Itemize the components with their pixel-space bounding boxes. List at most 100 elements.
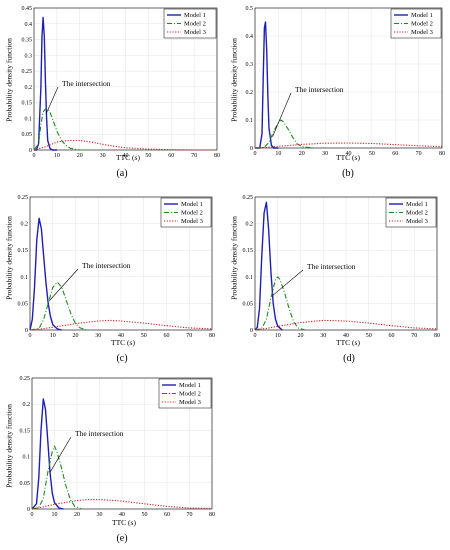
y-tick-label: 0.1 — [21, 275, 29, 281]
y-tick-label: 0.3 — [246, 62, 254, 68]
series-line-model-1 — [31, 398, 64, 510]
series-line-model-2 — [29, 281, 88, 331]
y-tick-label: 0.25 — [22, 69, 33, 75]
y-tick-label: 0.15 — [243, 248, 254, 254]
y-tick-label: 0.05 — [22, 132, 33, 138]
x-tick-label: 30 — [97, 512, 103, 518]
y-tick-label: 0.35 — [22, 38, 33, 44]
x-tick-label: 0 — [29, 333, 32, 339]
x-tick-label: 80 — [209, 333, 215, 339]
y-tick-label: 0.15 — [20, 428, 31, 434]
x-tick-label: 50 — [141, 333, 147, 339]
series-line-model-2 — [31, 445, 82, 510]
chart-panel-c: 0 10 20 30 40 50 60 70 80 0 0.05 0.1 0.15 0.2 0.25 The … — [0, 183, 225, 366]
x-tick-label: 70 — [416, 151, 422, 157]
x-tick-label: 50 — [145, 153, 151, 159]
x-tick-label: 40 — [119, 512, 125, 518]
x-tick-label: 40 — [118, 333, 124, 339]
y-tick-label: 0.4 — [25, 22, 33, 28]
x-tick-label: 0 — [31, 512, 34, 518]
y-tick-label: 0 — [27, 507, 30, 513]
y-tick-label: 0.45 — [22, 6, 33, 12]
series-line-model-1 — [255, 21, 279, 149]
x-tick-label: 70 — [191, 153, 197, 159]
y-tick-label: 0.05 — [243, 301, 254, 307]
y-tick-label: 0.15 — [18, 248, 29, 254]
x-tick-label: 30 — [95, 333, 101, 339]
chart-svg-a: 0 10 20 30 40 50 60 70 80 0 0.05 0.1 0.15 0.2 0.25 0.3 0… — [22, 6, 221, 159]
x-tick-label: 0 — [254, 333, 257, 339]
x-tick-label: 60 — [392, 151, 398, 157]
y-tick-label: 0.25 — [20, 376, 31, 382]
y-axis-label-b: Probability density function — [229, 38, 239, 122]
x-tick-label: 10 — [54, 153, 60, 159]
chart-svg-e: 0 10 20 30 40 50 60 70 80 0 0.05 0.1 0.15 0.2 0.25 The … — [20, 376, 216, 518]
x-axis-label-c: TTC (s) — [111, 338, 135, 347]
annotation-label: The intersection — [62, 79, 111, 88]
x-tick-label: 40 — [123, 153, 129, 159]
chart-panel-a: 0 10 20 30 40 50 60 70 80 0 0.05 0.1 0.15 0.2 0.25 0.3 0… — [0, 0, 225, 183]
plot-frame — [29, 196, 213, 331]
y-tick-label: 0.15 — [22, 101, 33, 107]
annotation-arrow — [49, 436, 72, 473]
y-tick-label: 0.25 — [243, 195, 254, 201]
x-tick-label: 10 — [52, 512, 58, 518]
y-tick-label: 0 — [250, 328, 253, 334]
x-tick-label: 80 — [434, 333, 440, 339]
legend-label: Model 1 — [179, 382, 201, 389]
x-axis-label-e: TTC (s) — [112, 518, 136, 527]
y-tick-label: 0.4 — [246, 34, 254, 40]
panel-caption-d: (d) — [343, 353, 355, 364]
panel-caption-b: (b) — [342, 168, 354, 179]
x-tick-label: 80 — [439, 151, 445, 157]
series-line-model-3 — [33, 139, 217, 151]
y-tick-label: 0.1 — [246, 275, 254, 281]
x-tick-label: 30 — [320, 333, 326, 339]
y-axis-label-d: Probability density function — [229, 216, 239, 300]
plot-frame — [33, 7, 218, 151]
y-axis-label-a: Probability density function — [4, 38, 14, 122]
chart-panel-e: 0 10 20 30 40 50 60 70 80 0 0.05 0.1 0.15 0.2 0.25 The … — [0, 366, 225, 549]
x-tick-label: 20 — [299, 151, 305, 157]
annotation-label: The intersection — [307, 262, 356, 271]
y-tick-label: 0.2 — [23, 402, 31, 408]
x-tick-label: 70 — [411, 333, 417, 339]
x-tick-label: 60 — [164, 333, 170, 339]
series-line-model-3 — [29, 319, 213, 331]
chart-panel-b: 0 10 20 30 40 50 60 70 80 0 0.1 0.2 0.3 0.4 0.5 The int… — [225, 0, 450, 183]
x-tick-label: 80 — [209, 512, 215, 518]
x-tick-label: 10 — [275, 333, 281, 339]
y-tick-label: 0.25 — [18, 195, 29, 201]
y-tick-label: 0.3 — [25, 53, 33, 59]
x-tick-label: 30 — [100, 153, 106, 159]
y-tick-label: 0.05 — [18, 301, 29, 307]
x-tick-label: 40 — [343, 333, 349, 339]
legend-label: Model 1 — [184, 12, 206, 19]
legend-label: Model 3 — [406, 218, 428, 225]
y-tick-label: 0.1 — [25, 116, 33, 122]
x-tick-label: 40 — [346, 151, 352, 157]
legend-label: Model 3 — [184, 29, 206, 36]
x-tick-label: 70 — [187, 512, 193, 518]
plot-frame — [31, 377, 213, 510]
series-line-model-3 — [254, 142, 443, 149]
y-tick-label: 0.1 — [23, 455, 31, 461]
x-tick-label: 20 — [74, 512, 80, 518]
panel-caption-e: (e) — [116, 533, 128, 544]
y-tick-label: 0.1 — [246, 118, 254, 124]
annotation-arrow — [272, 92, 292, 137]
legend-label: Model 1 — [406, 201, 428, 208]
panel-caption-a: (a) — [116, 168, 128, 179]
x-tick-label: 60 — [168, 153, 174, 159]
annotation-arrow — [49, 268, 79, 301]
series-line-model-2 — [33, 108, 92, 151]
legend-label: Model 2 — [179, 391, 201, 398]
legend-label: Model 3 — [181, 218, 203, 225]
x-tick-label: 20 — [298, 333, 304, 339]
x-axis-label-a: TTC (s) — [116, 153, 140, 162]
annotation-label: The intersection — [75, 429, 124, 438]
x-tick-label: 20 — [73, 333, 79, 339]
